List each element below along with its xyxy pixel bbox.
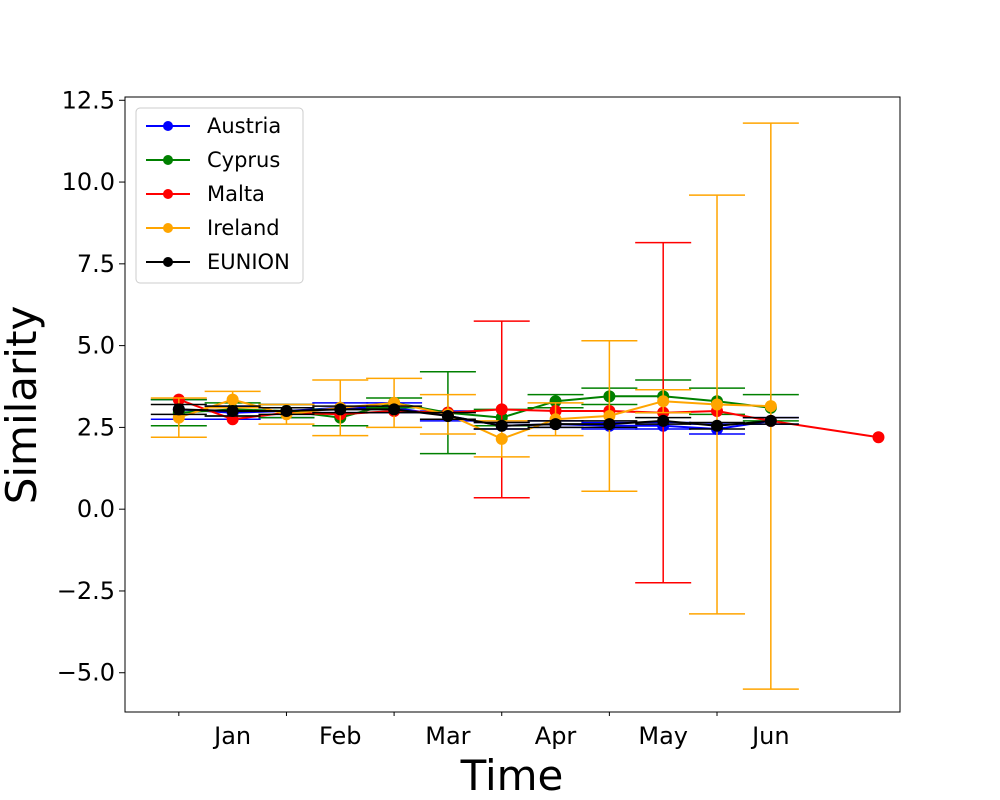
x-tick-label: Apr: [535, 722, 577, 750]
data-point: [495, 419, 508, 432]
y-tick-label: −5.0: [57, 659, 115, 687]
data-point: [657, 414, 670, 427]
y-tick-label: 7.5: [77, 250, 115, 278]
y-tick-label: 10.0: [62, 168, 115, 196]
y-tick-label: 2.5: [77, 413, 115, 441]
legend-label: Cyprus: [207, 148, 280, 172]
data-point: [711, 398, 724, 411]
x-tick-label: Jun: [750, 722, 790, 750]
x-tick-label: May: [638, 722, 688, 750]
y-tick-label: 5.0: [77, 332, 115, 360]
y-axis-title: Similarity: [0, 306, 46, 505]
legend-label: Ireland: [207, 216, 280, 240]
legend-swatch-marker: [163, 189, 173, 199]
data-point: [764, 400, 777, 413]
data-point: [549, 418, 562, 431]
data-point: [495, 432, 508, 445]
data-point: [280, 405, 293, 418]
legend-swatch-marker: [163, 155, 173, 165]
data-point: [872, 431, 885, 444]
legend-label: Malta: [207, 182, 265, 206]
x-tick-label: Jan: [212, 722, 251, 750]
data-point: [388, 403, 401, 416]
data-point: [603, 418, 616, 431]
data-point: [226, 405, 239, 418]
legend-label: EUNION: [207, 250, 290, 274]
series-line: [178, 408, 771, 427]
data-point: [657, 395, 670, 408]
series-eunion: [150, 403, 799, 432]
data-point: [495, 403, 508, 416]
legend-item-austria: Austria: [146, 114, 281, 138]
legend-item-cyprus: Cyprus: [146, 148, 280, 172]
legend-box: [135, 107, 304, 284]
y-tick-label: −2.5: [57, 577, 115, 605]
x-tick-label: Feb: [319, 722, 362, 750]
x-axis-title: Time: [460, 751, 564, 800]
y-tick-label: 0.0: [77, 495, 115, 523]
series-layer: [150, 122, 885, 690]
data-point: [764, 414, 777, 427]
y-axis: −5.0 −2.5 0.0 2.5 5.0 7.5 10.0 12.5: [57, 86, 125, 687]
legend: Austria Cyprus Malta Ireland EUNION: [135, 107, 304, 284]
legend-swatch-marker: [163, 121, 173, 131]
legend-item-ireland: Ireland: [146, 216, 280, 240]
data-point: [549, 395, 562, 408]
legend-swatch-marker: [163, 257, 173, 267]
data-point: [172, 403, 185, 416]
legend-item-malta: Malta: [146, 182, 265, 206]
data-point: [441, 409, 454, 422]
x-axis: Jan Feb Mar Apr May Jun: [178, 712, 790, 750]
plot-frame: [124, 96, 901, 713]
legend-label: Austria: [207, 114, 281, 138]
legend-swatch-marker: [163, 223, 173, 233]
data-point: [226, 393, 239, 406]
y-tick-label: 12.5: [62, 86, 115, 114]
x-tick-label: Mar: [425, 722, 470, 750]
data-point: [711, 419, 724, 432]
data-point: [334, 403, 347, 416]
legend-item-eunion: EUNION: [146, 250, 290, 274]
